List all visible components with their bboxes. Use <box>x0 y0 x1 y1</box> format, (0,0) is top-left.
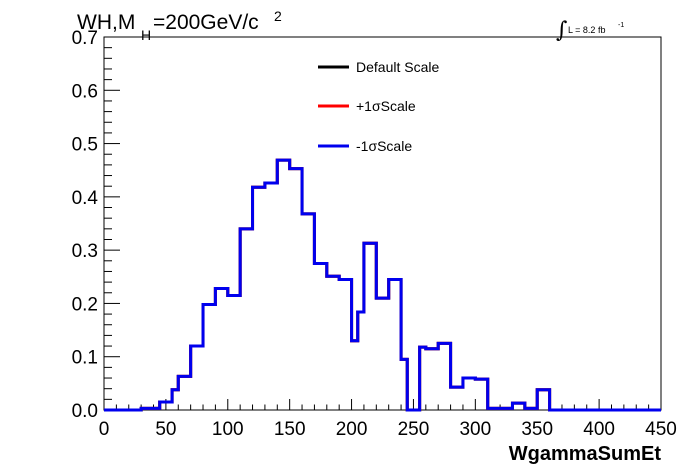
x-tick-label: 100 <box>212 419 244 440</box>
legend-entry-0: Default Scale <box>356 59 439 75</box>
chart-title-superscript: 2 <box>274 8 282 24</box>
plot-frame <box>103 36 662 411</box>
legend-entry-1: +1σScale <box>356 98 416 114</box>
y-tick-label: 0.7 <box>72 28 98 49</box>
x-tick-label: 250 <box>398 419 430 440</box>
series-line-0 <box>104 158 661 412</box>
x-tick-label: 350 <box>521 419 553 440</box>
x-tick-label: 150 <box>274 419 306 440</box>
chart-title-subscript: H <box>141 27 151 43</box>
legend-entry-2: -1σScale <box>356 138 412 154</box>
y-tick-label: 0.3 <box>72 241 98 262</box>
x-tick-label: 400 <box>583 419 615 440</box>
y-tick-label: 0.6 <box>72 81 98 102</box>
series-line-1 <box>104 158 661 412</box>
y-tick-label: 0.4 <box>72 188 99 209</box>
chart-title-value: =200GeV/c <box>153 11 259 34</box>
x-tick-label: 200 <box>336 419 368 440</box>
lumi-integral-symbol: ∫ <box>556 18 568 43</box>
y-tick-label: 0.2 <box>72 294 98 315</box>
x-tick-label: 450 <box>645 419 677 440</box>
y-tick-label: 0.5 <box>72 135 98 156</box>
lumi-superscript: -1 <box>618 22 624 29</box>
x-tick-label: 50 <box>155 419 176 440</box>
y-tick-label: 0.0 <box>72 401 98 422</box>
chart-title-prefix: WH,M <box>77 11 135 34</box>
y-tick-label: 0.1 <box>72 348 98 369</box>
x-axis-label: WgammaSumEt <box>509 443 662 465</box>
x-tick-label: 0 <box>99 419 110 440</box>
series-line-2 <box>104 158 661 412</box>
x-tick-label: 300 <box>459 419 491 440</box>
lumi-label: L = 8.2 fb <box>568 25 605 35</box>
